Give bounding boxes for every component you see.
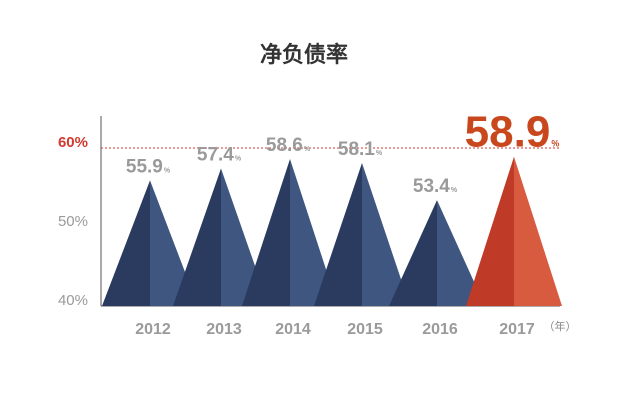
- x-tick-labels: 2012 2013 2014 2015 2016 2017: [135, 321, 535, 338]
- data-label: 55.9%: [126, 156, 171, 177]
- x-tick-label: 2012: [135, 321, 171, 338]
- peak-left-face: [102, 180, 150, 306]
- data-series: 55.9% 57.4% 58.6% 58.1% 53.4% 58.9%: [102, 108, 562, 306]
- x-tick-label: 2015: [347, 321, 383, 338]
- peak-left-face: [389, 200, 437, 306]
- data-label: 57.4%: [197, 145, 242, 166]
- peak-left-face: [466, 156, 514, 306]
- x-tick-label: 2017: [499, 321, 535, 338]
- y-tick-label: 50%: [58, 213, 88, 230]
- peak-right-face: [290, 159, 338, 306]
- chart-title: 净负债率: [260, 42, 348, 68]
- peak-left-face: [314, 163, 362, 306]
- peak-right-face: [437, 200, 485, 306]
- peak-2014: [242, 159, 338, 306]
- peak-right-face: [362, 163, 410, 306]
- y-tick-label: 60%: [58, 134, 88, 151]
- x-tick-label: 2014: [275, 321, 311, 338]
- data-label: 53.4%: [413, 176, 458, 197]
- x-tick-label: 2016: [422, 321, 458, 338]
- peak-right-face: [514, 156, 562, 306]
- peak-2016: [389, 200, 485, 306]
- peak-2017: [466, 156, 562, 306]
- data-label: 58.1%: [338, 139, 383, 160]
- x-tick-label: 2013: [206, 321, 242, 338]
- peak-2015: [314, 163, 410, 306]
- data-label: 58.6%: [266, 135, 311, 156]
- peak-left-face: [242, 159, 290, 306]
- x-axis-unit: （年）: [544, 319, 577, 333]
- data-label: 58.9%: [465, 108, 560, 157]
- y-tick-labels: 40% 50% 60%: [58, 134, 88, 309]
- y-tick-label: 40%: [58, 292, 88, 309]
- peak-left-face: [173, 168, 221, 306]
